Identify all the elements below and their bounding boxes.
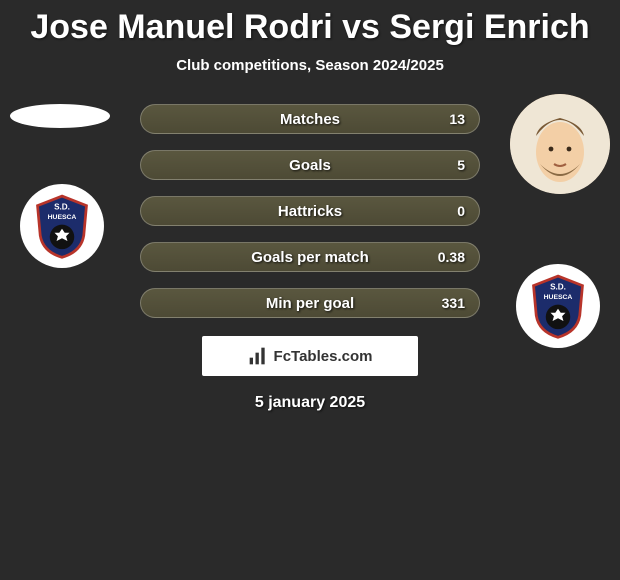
- stat-row: Goals per match 0.38: [140, 242, 480, 272]
- stat-row: Min per goal 331: [140, 288, 480, 318]
- page-subtitle: Club competitions, Season 2024/2025: [0, 57, 620, 74]
- face-icon: [510, 94, 610, 194]
- stat-value-right: 5: [457, 157, 465, 173]
- crest-bottom-text: HUESCA: [48, 214, 77, 221]
- stat-value-right: 0: [457, 203, 465, 219]
- stats-bars: Matches 13 Goals 5 Hattricks 0 Goals per…: [140, 104, 480, 318]
- stat-value-right: 0.38: [438, 249, 465, 265]
- stats-area: S.D. HUESCA S.D. HUESCA Matches 13 Goals…: [0, 104, 620, 412]
- stat-label: Matches: [280, 111, 340, 128]
- branding-text: FcTables.com: [274, 348, 373, 365]
- stat-label: Hattricks: [278, 203, 342, 220]
- page-title: Jose Manuel Rodri vs Sergi Enrich: [0, 0, 620, 47]
- stat-label: Goals per match: [251, 249, 369, 266]
- stat-value-right: 13: [449, 111, 465, 127]
- branding-badge: FcTables.com: [202, 336, 418, 376]
- stat-label: Goals: [289, 157, 331, 174]
- stat-row: Hattricks 0: [140, 196, 480, 226]
- stat-value-right: 331: [442, 295, 465, 311]
- stat-label: Min per goal: [266, 295, 354, 312]
- crest-bottom-text: HUESCA: [544, 294, 573, 301]
- crest-icon: S.D. HUESCA: [524, 272, 592, 340]
- crest-top-text: S.D.: [54, 203, 70, 212]
- crest-top-text: S.D.: [550, 283, 566, 292]
- club-crest-right: S.D. HUESCA: [516, 264, 600, 348]
- bar-chart-icon: [248, 346, 268, 366]
- player-right-avatar: [510, 94, 610, 194]
- stat-row: Goals 5: [140, 150, 480, 180]
- stat-row: Matches 13: [140, 104, 480, 134]
- club-crest-left: S.D. HUESCA: [20, 184, 104, 268]
- crest-icon: S.D. HUESCA: [28, 192, 96, 260]
- date-text: 5 january 2025: [0, 394, 620, 412]
- player-left-avatar: [10, 104, 110, 128]
